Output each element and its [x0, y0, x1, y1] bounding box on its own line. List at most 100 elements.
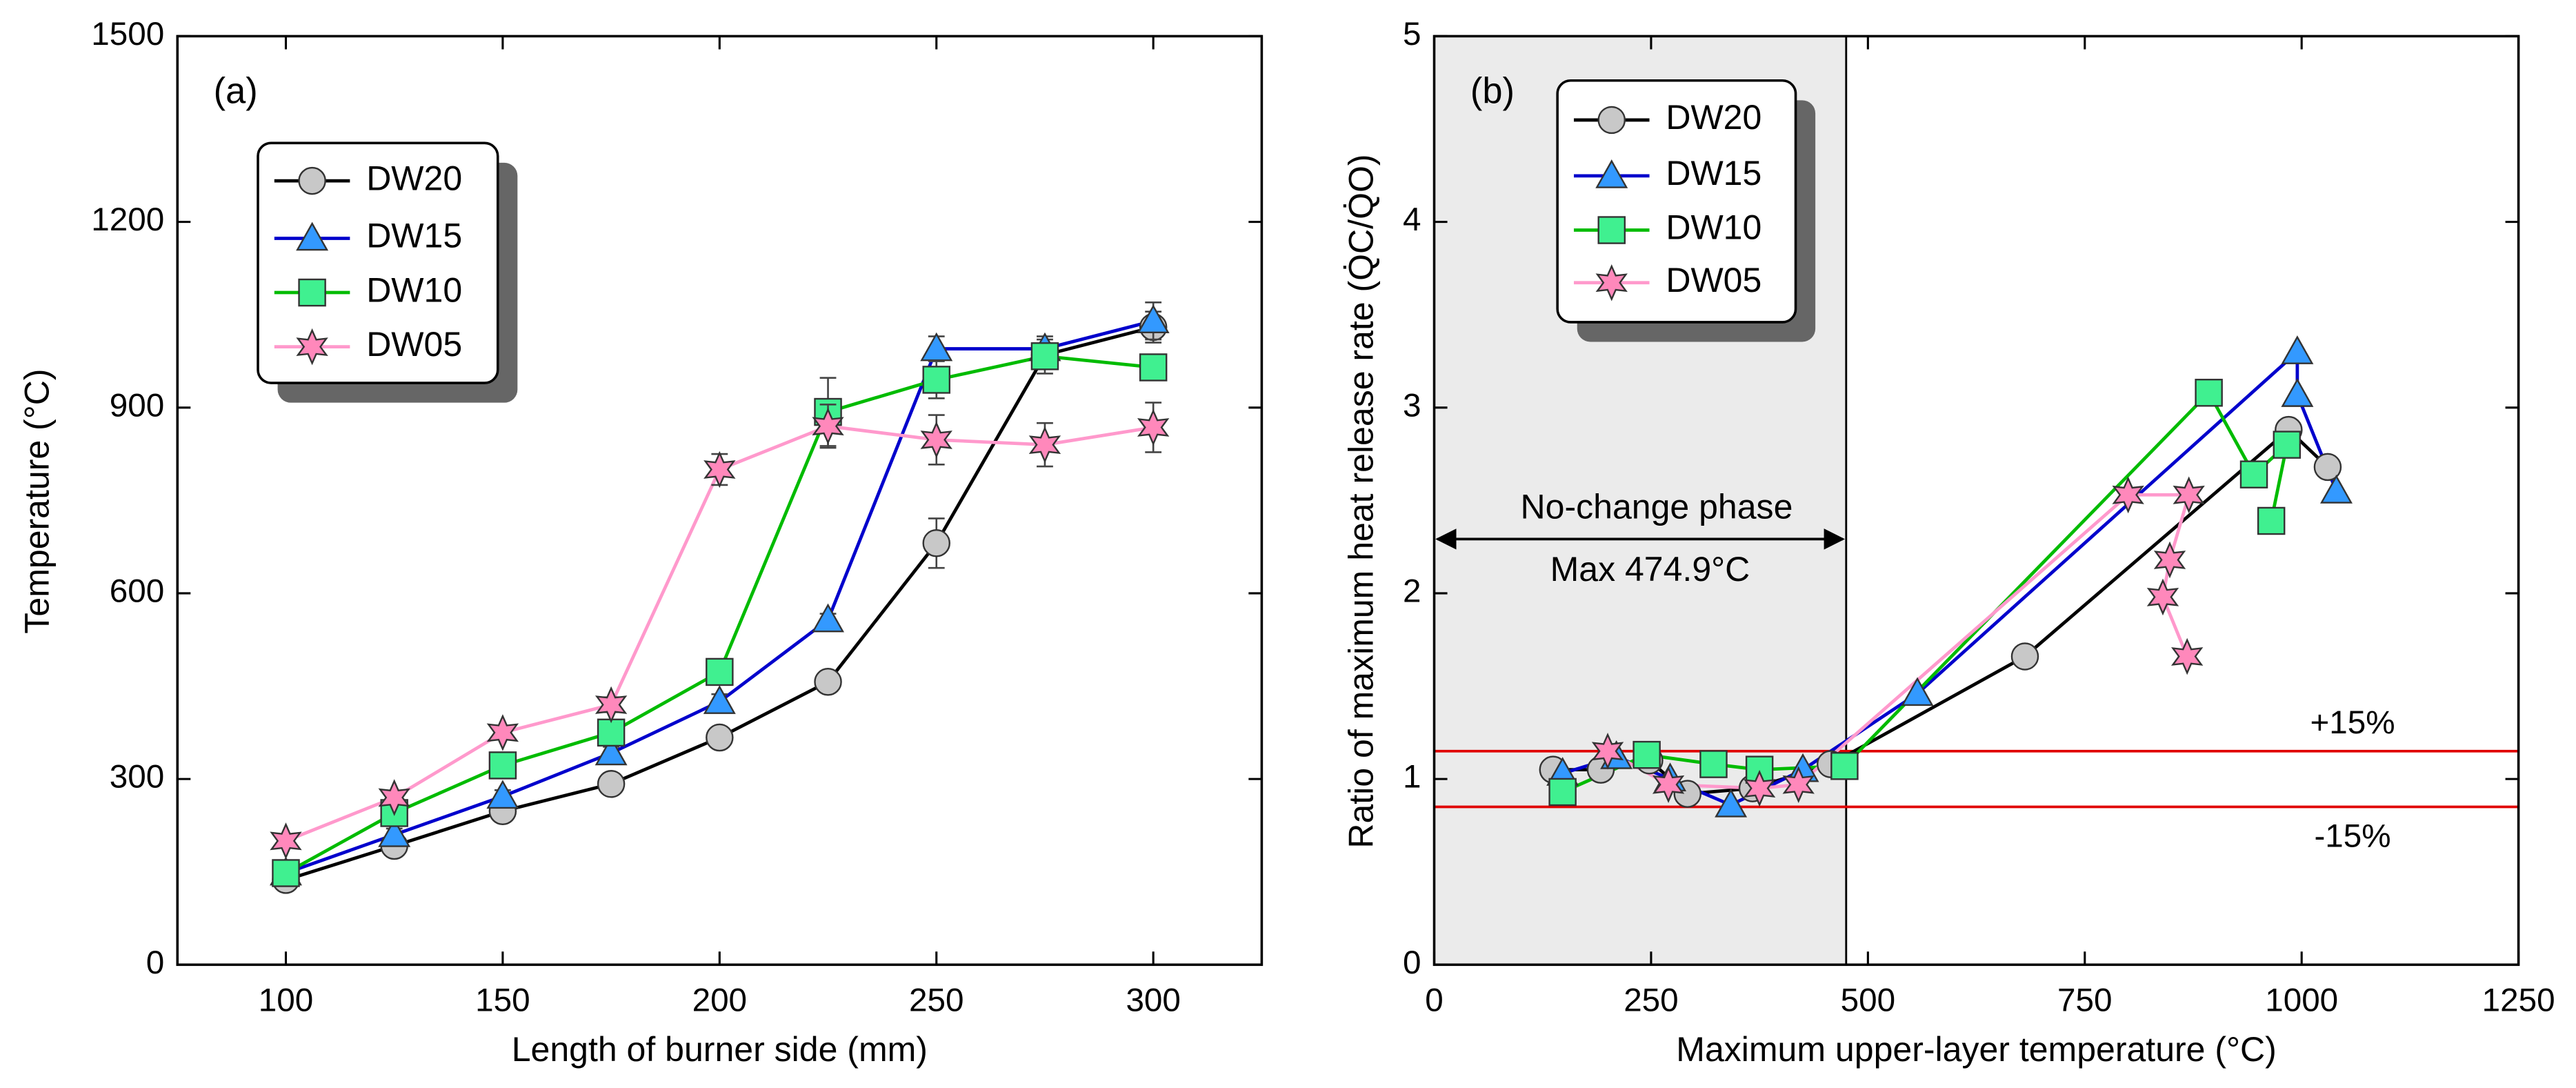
data-point	[2257, 506, 2286, 535]
data-point	[2170, 637, 2204, 675]
y-axis-label: Ratio of maximum heat release rate (Q̇C/…	[1341, 154, 1380, 848]
data-point	[1782, 766, 1815, 803]
annotation: Max 474.9°C	[1550, 550, 1750, 588]
legend-box	[257, 141, 499, 384]
plot-frame	[1432, 34, 2520, 967]
data-point	[922, 529, 950, 557]
x-tick-label: 1000	[2265, 982, 2338, 1019]
y-tick-label: 0	[1403, 944, 1421, 981]
data-point	[486, 780, 519, 809]
legend-marker	[1597, 216, 1626, 244]
legend-marker	[1595, 264, 1628, 301]
legend-box	[1556, 79, 1797, 324]
data-point	[270, 822, 302, 860]
x-axis-label: Length of burner side (mm)	[512, 1030, 928, 1069]
data-point	[2273, 431, 2302, 459]
data-point	[2173, 476, 2205, 514]
data-point	[2146, 578, 2179, 616]
data-point	[378, 818, 411, 847]
y-axis-label: Temperature (°C)	[17, 369, 56, 634]
series-line	[285, 354, 1154, 875]
x-tick-label: 0	[1425, 982, 1444, 1019]
reference-label: +15%	[2310, 704, 2395, 741]
data-point	[920, 332, 953, 362]
x-tick-label: 250	[1624, 982, 1678, 1019]
y-tick-label: 300	[110, 759, 164, 795]
legend-marker	[296, 221, 329, 251]
data-point	[272, 859, 300, 887]
x-tick-label: 300	[1126, 982, 1180, 1019]
data-point	[1901, 677, 1934, 706]
data-point	[922, 366, 950, 394]
y-tick-label: 5	[1403, 16, 1421, 52]
data-point	[1030, 342, 1059, 370]
legend-label: DW20	[366, 159, 462, 197]
y-tick-label: 0	[146, 944, 164, 981]
data-point	[2239, 460, 2268, 488]
y-tick-label: 900	[110, 387, 164, 424]
y-tick-label: 1	[1403, 759, 1421, 795]
data-point	[1699, 750, 1728, 778]
data-point	[1591, 732, 1624, 770]
legend-marker	[298, 278, 326, 307]
data-point	[1743, 769, 1776, 807]
y-tick-label: 3	[1403, 387, 1421, 424]
y-tick-label: 600	[110, 573, 164, 610]
annotation: No-change phase	[1521, 488, 1793, 526]
data-point	[378, 779, 410, 816]
data-point	[2153, 541, 2186, 579]
data-point	[1830, 752, 1859, 780]
legend-marker	[298, 166, 326, 195]
data-point	[2320, 475, 2353, 504]
data-point	[1652, 766, 1685, 803]
data-point	[1028, 426, 1061, 464]
data-point	[1548, 778, 1577, 807]
legend-marker	[1597, 106, 1626, 135]
x-tick-label: 250	[909, 982, 963, 1019]
legend-label: DW15	[366, 217, 462, 255]
y-tick-label: 1500	[91, 16, 164, 52]
data-point	[706, 723, 734, 752]
legend-marker	[1595, 159, 1628, 188]
data-point	[595, 686, 628, 724]
data-point	[2281, 378, 2314, 407]
legend-label: DW05	[366, 325, 462, 364]
y-tick-label: 2	[1403, 573, 1421, 610]
data-point	[2112, 476, 2144, 514]
series-line	[285, 424, 1154, 843]
legend-label: DW05	[1666, 261, 1761, 299]
legend-label: DW15	[1666, 154, 1761, 192]
x-tick-label: 100	[259, 982, 313, 1019]
data-point	[814, 668, 842, 696]
data-point	[1715, 788, 1748, 818]
data-point	[703, 451, 736, 488]
data-point	[595, 736, 628, 766]
x-tick-label: 200	[692, 982, 747, 1019]
data-point	[2195, 379, 2223, 407]
data-point	[1137, 304, 1170, 334]
series-line	[285, 325, 1154, 882]
data-point	[2313, 453, 2342, 482]
series-line	[285, 319, 1154, 875]
x-tick-label: 150	[475, 982, 530, 1019]
data-point	[1137, 408, 1170, 446]
data-point	[812, 407, 844, 445]
data-point	[488, 751, 517, 780]
data-point	[2010, 642, 2039, 671]
legend-label: DW10	[1666, 208, 1761, 247]
y-tick-label: 4	[1403, 201, 1421, 238]
y-tick-label: 1200	[91, 201, 164, 238]
data-point	[597, 718, 626, 747]
data-point	[597, 770, 626, 798]
legend-label: DW10	[366, 270, 462, 309]
data-point	[703, 685, 736, 714]
legend-marker	[296, 328, 328, 366]
data-point	[706, 657, 734, 686]
panel-label: (b)	[1470, 72, 1515, 112]
legend-label: DW20	[1666, 98, 1761, 137]
panel-label: (a)	[214, 72, 258, 112]
data-point	[1633, 740, 1661, 769]
data-point	[1139, 353, 1168, 382]
